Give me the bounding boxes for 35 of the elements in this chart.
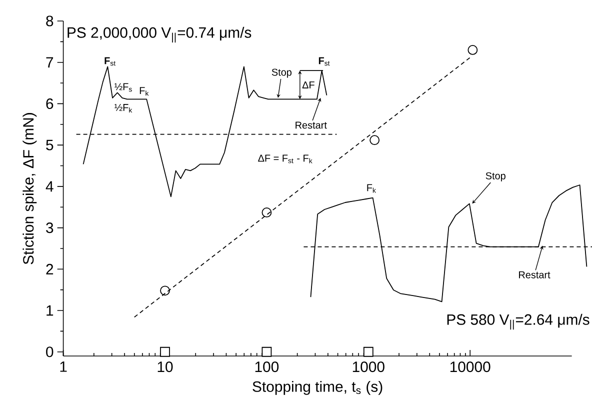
text: PS 580 V$_{||}$=2.64 μm/s [447,314,590,330]
y-tick-label: 8 [46,16,54,26]
x-tick-label: 1 [60,362,67,372]
annotation: F$_{k}$ [140,87,149,96]
point [468,44,478,55]
x-tick-label: 10 [158,362,173,372]
y-tick-label: 0 [46,346,54,358]
y-tick-label: 5 [46,140,54,150]
y-tick-label: 2 [46,264,54,274]
x-tick-label: 10000 [450,362,490,372]
annotation: Restart [519,271,550,278]
annotation: F$_{k}$ [367,184,376,193]
annotation: F$_{st}$ [104,57,116,66]
point [160,346,170,357]
y-tick-label: 6 [46,98,54,109]
annotation: ΔF = F$_{st}$ - F$_{k}$ [258,154,312,164]
y-tick-label: 3 [46,222,54,234]
y-axis-title: Stiction spike, ΔF (mN) [22,113,37,264]
x-axis-title: Stopping time, t$_{s}$ (s) [252,380,382,395]
annotation: F$_{st}$ [318,57,330,66]
point [160,286,170,296]
y-tick-label: 7 [46,57,54,68]
y-tick-label: 1 [46,305,54,316]
x-tick-label: 1000 [352,362,384,372]
annotation: ΔF [302,81,314,88]
annotation: Restart [296,122,327,129]
y-tick-label: 4 [46,181,54,192]
annotation: Stop [486,172,506,182]
x-tick-label: 100 [255,362,279,372]
annotation: ½F$_{s}$ [114,83,132,92]
chart-title: PS 2,000,000 V$_{||}$=0.74 μm/s [68,26,252,43]
annotation: ½F$_{k}$ [114,104,132,113]
annotation: Stop [272,68,292,78]
point [262,208,272,218]
point [262,346,272,357]
